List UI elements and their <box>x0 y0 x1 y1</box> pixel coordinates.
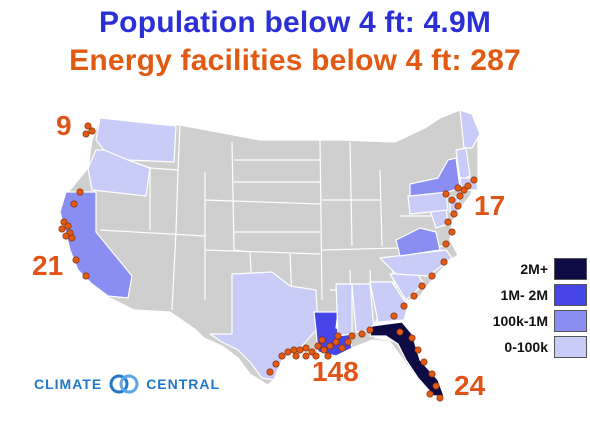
climate-central-logo: CLIMATE CENTRAL <box>34 373 220 395</box>
facility-dot <box>58 225 66 233</box>
count-gulf: 148 <box>312 356 359 387</box>
facility-dot <box>470 176 478 184</box>
facility-dot <box>278 352 286 360</box>
facility-dot <box>312 352 320 360</box>
facility-dot <box>396 328 404 336</box>
facility-dot <box>426 390 434 398</box>
facility-dot <box>302 352 310 360</box>
facility-dot <box>272 360 280 368</box>
legend-label: 2M+ <box>520 261 548 277</box>
facility-dot <box>302 344 310 352</box>
facility-dot <box>324 352 332 360</box>
facility-dot <box>348 332 356 340</box>
facility-dot <box>88 127 96 135</box>
facility-dot <box>454 202 462 210</box>
facility-dot <box>332 338 340 346</box>
facility-dot <box>442 190 450 198</box>
facility-dot <box>414 346 422 354</box>
facility-dot <box>400 302 408 310</box>
state-virginia <box>395 227 441 257</box>
count-northeast: 17 <box>474 190 506 221</box>
facility-dot <box>320 346 328 354</box>
facility-dot <box>326 342 334 350</box>
facility-dot <box>454 184 462 192</box>
facility-dot <box>432 382 440 390</box>
facility-dot <box>334 332 342 340</box>
interlocking-rings-icon <box>109 374 139 394</box>
state-georgia <box>369 281 409 323</box>
facility-dot <box>456 192 464 200</box>
facility-dots <box>58 122 478 402</box>
facility-dot <box>464 182 472 190</box>
facility-dot <box>450 210 458 218</box>
facility-dot <box>266 368 274 376</box>
facility-dot <box>366 326 374 334</box>
legend-label: 100k-1M <box>492 313 548 329</box>
state-mississippi <box>335 283 353 337</box>
facility-dot <box>68 234 76 242</box>
facility-dot <box>344 338 352 346</box>
energy-facilities-title: Energy facilities below 4 ft: 287 <box>69 44 521 77</box>
facility-dot <box>358 330 366 338</box>
facility-dot <box>442 240 450 248</box>
legend-label: 0-100k <box>504 339 548 355</box>
count-california: 21 <box>32 250 64 281</box>
count-florida: 24 <box>454 370 486 401</box>
facility-dot <box>418 282 426 290</box>
legend-swatch <box>554 284 587 306</box>
facility-dot <box>292 352 300 360</box>
facility-dot <box>440 258 448 266</box>
facility-dot <box>84 122 92 130</box>
state-alabama <box>351 283 375 333</box>
facility-dot <box>428 272 436 280</box>
facility-dot <box>436 394 444 402</box>
state-oregon <box>87 149 151 197</box>
legend-row: 0-100k <box>465 335 587 359</box>
facility-dot <box>314 342 322 350</box>
count-washington: 9 <box>56 110 72 141</box>
facility-dot <box>76 188 84 196</box>
facility-dot <box>290 346 298 354</box>
facility-dot <box>72 256 80 264</box>
facility-dot <box>444 218 452 226</box>
legend-swatch <box>554 336 587 358</box>
legend-label: 1M- 2M <box>500 287 548 303</box>
legend-swatch <box>554 258 587 280</box>
population-title: Population below 4 ft: 4.9M <box>98 6 492 39</box>
facility-dot <box>410 292 418 300</box>
logo-text-central: CENTRAL <box>146 376 221 392</box>
facility-dot <box>62 232 70 240</box>
facility-dot <box>64 222 72 230</box>
facility-dot <box>82 130 90 138</box>
facility-dot <box>338 344 346 352</box>
facility-dot <box>318 336 326 344</box>
facility-dot <box>390 312 398 320</box>
facility-dot <box>448 196 456 204</box>
legend: 2M+ 1M- 2M 100k-1M 0-100k <box>465 257 587 361</box>
legend-row: 1M- 2M <box>465 283 587 307</box>
legend-swatch <box>554 310 587 332</box>
facility-dot <box>448 228 456 236</box>
state-vermont-nh <box>455 147 471 181</box>
state-maine <box>459 109 481 149</box>
facility-dot <box>70 200 78 208</box>
facility-dot <box>420 358 428 366</box>
facility-dot <box>428 370 436 378</box>
logo-text-climate: CLIMATE <box>34 376 103 392</box>
legend-row: 2M+ <box>465 257 587 281</box>
state-florida <box>369 321 445 397</box>
legend-row: 100k-1M <box>465 309 587 333</box>
facility-dot <box>296 346 304 354</box>
state-new-york <box>409 157 461 197</box>
facility-dot <box>408 334 416 342</box>
facility-dot <box>82 272 90 280</box>
facility-dot <box>284 348 292 356</box>
